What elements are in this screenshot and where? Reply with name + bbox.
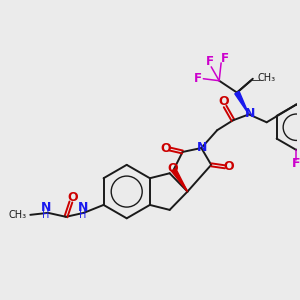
Text: H: H: [79, 210, 86, 220]
Text: F: F: [206, 56, 214, 68]
Text: F: F: [194, 72, 202, 85]
Text: N: N: [197, 140, 208, 154]
Text: O: O: [219, 95, 230, 108]
Text: N: N: [78, 201, 88, 214]
Text: —: —: [251, 75, 261, 85]
Text: O: O: [68, 190, 78, 203]
Text: O: O: [160, 142, 171, 154]
Text: F: F: [292, 158, 300, 170]
Text: O: O: [167, 162, 178, 175]
Text: H: H: [43, 210, 50, 220]
Text: O: O: [224, 160, 234, 173]
Text: N: N: [245, 107, 255, 120]
Text: F: F: [221, 52, 229, 65]
Polygon shape: [235, 92, 249, 114]
Text: CH₃: CH₃: [258, 73, 276, 83]
Text: CH₃: CH₃: [8, 210, 26, 220]
Text: N: N: [41, 201, 51, 214]
Polygon shape: [172, 169, 188, 192]
